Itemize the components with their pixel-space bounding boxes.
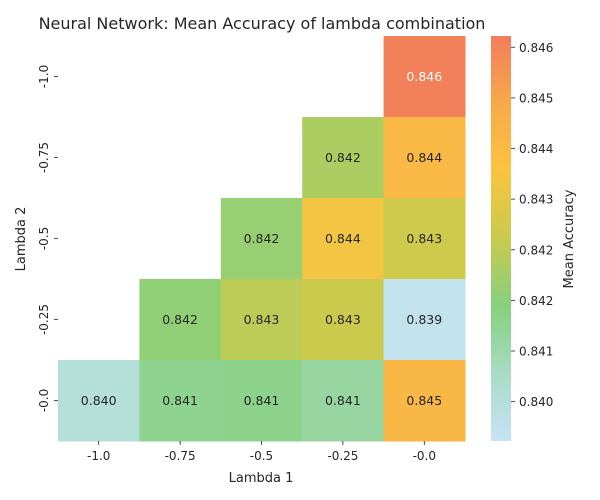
y-tick-label: -1.0	[37, 65, 51, 88]
heatmap-cell	[383, 198, 466, 280]
x-tick-label: -1.0	[87, 449, 110, 463]
cell-value-label: 0.846	[406, 69, 442, 84]
x-tick-label: -0.0	[413, 449, 436, 463]
cell-value-label: 0.842	[325, 150, 361, 165]
cell-value-label: 0.841	[162, 393, 198, 408]
y-tick-label: -0.0	[37, 389, 51, 412]
heatmap-cell	[302, 360, 385, 442]
cell-value-label: 0.840	[81, 393, 117, 408]
heatmap-cell	[383, 36, 466, 118]
cell-value-label: 0.841	[325, 393, 361, 408]
x-axis-label: Lambda 1	[229, 471, 294, 486]
x-tick-label: -0.75	[165, 449, 196, 463]
colorbar-tick-label: 0.840	[519, 395, 553, 409]
x-axis-ticks: -1.0 -0.75 -0.5 -0.25 -0.0	[87, 441, 436, 463]
colorbar-tick-label: 0.841	[519, 345, 553, 359]
y-tick-label: -0.25	[37, 304, 51, 335]
colorbar	[491, 36, 511, 441]
colorbar-tick-label: 0.845	[519, 91, 553, 105]
colorbar-tick-label: 0.846	[519, 41, 553, 55]
cell-value-label: 0.841	[244, 393, 280, 408]
cell-value-label: 0.842	[244, 231, 280, 246]
y-axis-label: Lambda 2	[14, 207, 29, 272]
cell-value-label: 0.843	[325, 312, 361, 327]
cell-value-label: 0.839	[406, 312, 442, 327]
chart-title: Neural Network: Mean Accuracy of lambda …	[39, 14, 486, 33]
cell-value-label: 0.844	[406, 150, 442, 165]
colorbar-tick-label: 0.842	[519, 243, 553, 257]
heatmap-cell	[139, 279, 222, 361]
heatmap-cell	[220, 360, 303, 442]
y-axis-ticks: -1.0 -0.75 -0.5 -0.25 -0.0	[37, 65, 58, 412]
heatmap-cell	[139, 360, 222, 442]
colorbar-ticks: 0.840 0.841 0.842 0.842 0.843 0.844 0.845 0.846	[511, 41, 553, 409]
heatmap-cells: 0.846 0.842 0.844 0.842 0.844 0.843 0.842 0.843…	[58, 36, 466, 442]
heatmap-cell	[383, 360, 466, 442]
colorbar-tick-label: 0.842	[519, 294, 553, 308]
heatmap-cell	[58, 360, 140, 442]
cell-value-label: 0.844	[325, 231, 361, 246]
heatmap-cell	[220, 279, 303, 361]
x-tick-label: -0.5	[250, 449, 273, 463]
colorbar-tick-label: 0.843	[519, 193, 553, 207]
heatmap-cell	[302, 279, 385, 361]
colorbar-label: Mean Accuracy	[562, 189, 577, 288]
heatmap-cell	[220, 198, 303, 280]
heatmap-cell	[302, 117, 385, 199]
y-tick-label: -0.5	[37, 227, 51, 250]
heatmap-cell	[383, 117, 466, 199]
x-tick-label: -0.25	[327, 449, 358, 463]
cell-value-label: 0.845	[406, 393, 442, 408]
cell-value-label: 0.843	[244, 312, 280, 327]
colorbar-tick-label: 0.844	[519, 142, 553, 156]
heatmap-cell	[383, 279, 466, 361]
cell-value-label: 0.842	[162, 312, 198, 327]
cell-value-label: 0.843	[406, 231, 442, 246]
y-tick-label: -0.75	[37, 142, 51, 173]
heatmap-cell	[302, 198, 385, 280]
